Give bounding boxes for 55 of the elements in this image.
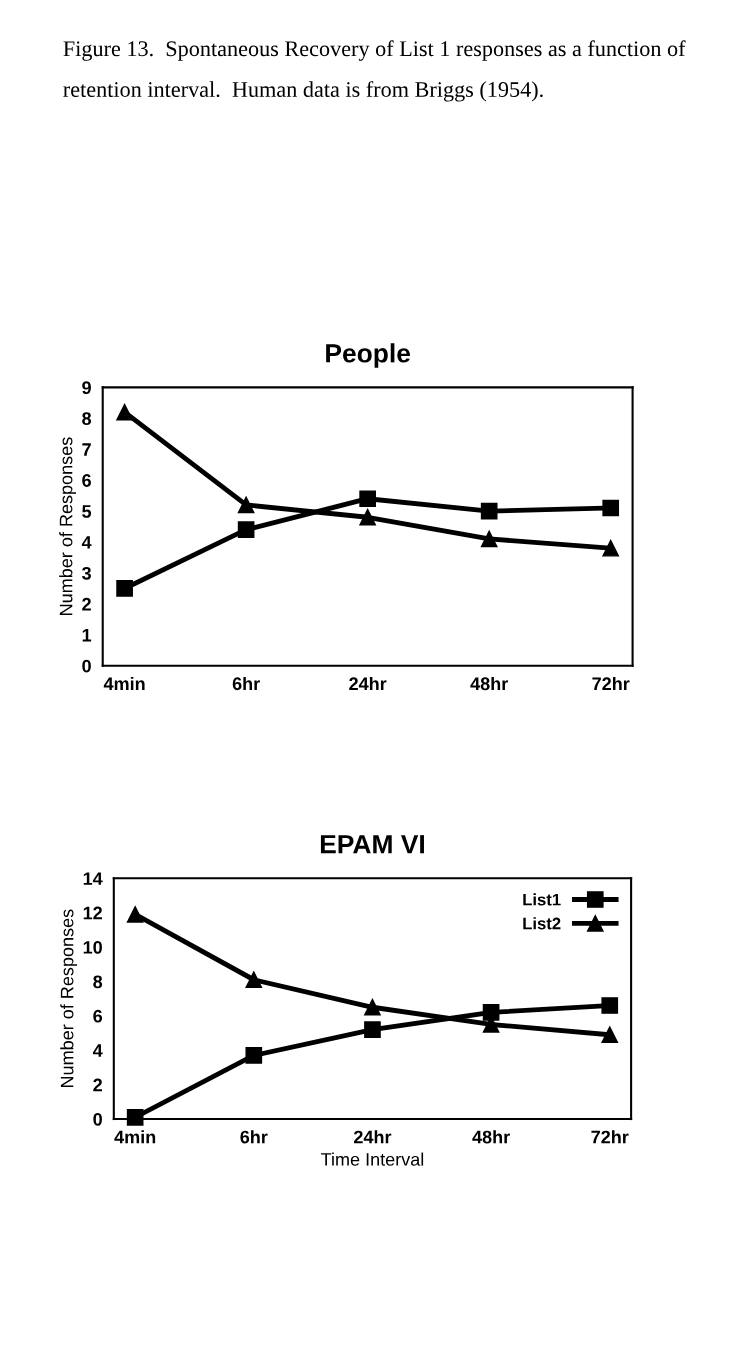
x-tick-label: 48hr <box>472 1130 510 1144</box>
point <box>480 502 498 520</box>
y-axis-title: Number of Responses <box>60 909 78 1087</box>
point <box>364 1021 381 1038</box>
point <box>601 997 619 1014</box>
y-tick-label: 5 <box>82 505 92 518</box>
x-tick-label: 48hr <box>470 676 508 691</box>
point <box>116 403 133 421</box>
y-tick-label: 8 <box>82 412 92 426</box>
point <box>245 971 263 989</box>
y-tick-label: 8 <box>93 975 103 989</box>
y-tick-label: 9 <box>82 381 91 395</box>
y-tick-label: 12 <box>83 906 102 920</box>
y-tick-label: 0 <box>82 659 91 673</box>
point <box>116 580 133 597</box>
y-tick-label: 2 <box>82 597 91 611</box>
y-tick-label: 1 <box>82 628 92 642</box>
point <box>237 496 255 514</box>
y-tick-label: 6 <box>82 474 91 487</box>
point <box>359 490 376 508</box>
x-tick-label: 72hr <box>591 1130 629 1144</box>
x-tick-label: 4min <box>114 1130 156 1144</box>
point <box>602 539 620 557</box>
point <box>245 1047 263 1064</box>
x-tick-label: 6hr <box>232 676 260 691</box>
point <box>601 1026 619 1044</box>
y-tick-label: 3 <box>81 566 91 580</box>
x-tick-label: 72hr <box>592 676 630 690</box>
y-axis-title: Number of Responses <box>59 437 77 615</box>
x-tick-label: 6hr <box>240 1130 268 1144</box>
y-tick-label: 7 <box>82 443 91 456</box>
point <box>482 1004 500 1021</box>
caption: Figure 13. Spontaneous Recovery of List 1 responses as a function of retention interval. Human data is from Briggs (1954). <box>63 40 686 102</box>
legend-label: List1 <box>523 893 561 906</box>
point <box>364 998 381 1016</box>
point <box>602 499 620 517</box>
point <box>126 1108 144 1126</box>
x-tick-label: 4min <box>103 676 145 690</box>
legend-label: List2 <box>523 917 561 930</box>
point <box>126 906 144 923</box>
x-tick-label: 24hr <box>354 1130 392 1144</box>
y-tick-label: 0 <box>93 1112 102 1126</box>
y-tick-label: 10 <box>83 941 102 954</box>
y-tick-label: 2 <box>93 1078 102 1092</box>
x-tick-label: 24hr <box>349 676 387 690</box>
point <box>359 508 376 526</box>
y-tick-label: 4 <box>92 1044 103 1057</box>
y-tick-label: 14 <box>83 872 103 885</box>
x-axis-title: Time Interval <box>321 1152 424 1166</box>
point <box>237 521 255 538</box>
point <box>480 530 498 548</box>
chart-title: People <box>326 343 411 368</box>
chart-title: EPAM VI <box>320 835 424 854</box>
y-tick-label: 6 <box>93 1009 103 1023</box>
y-tick-label: 4 <box>81 536 92 549</box>
